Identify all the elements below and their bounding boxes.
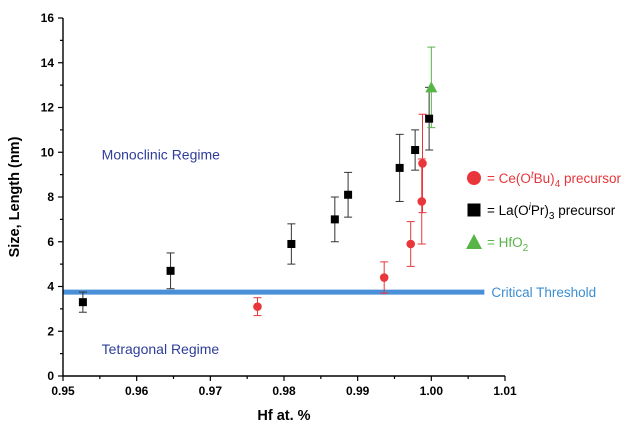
x-tick-label: 0.96	[125, 384, 149, 398]
legend-text-part: i	[529, 202, 532, 213]
y-tick-label: 0	[47, 369, 54, 383]
data-point-la	[166, 266, 175, 275]
legend-label-ce: = Ce(OtBu)4 precursor	[487, 170, 622, 190]
data-point-la	[78, 298, 87, 307]
legend-marker-ce	[467, 171, 481, 185]
data-point-ce	[417, 197, 427, 206]
legend-text-part: precursor	[560, 171, 621, 186]
data-point-la	[344, 190, 353, 199]
legend-text-part: Pr)	[531, 203, 549, 218]
legend-text-part: = Ce(O	[487, 171, 531, 186]
legend-label-hfo2: = HfO2	[487, 235, 529, 254]
legend-text-part: Bu)	[534, 171, 555, 186]
data-point-la	[425, 114, 434, 123]
y-tick-label: 6	[47, 235, 54, 249]
y-tick-label: 16	[41, 11, 55, 25]
x-tick-label: 0.99	[346, 384, 370, 398]
data-point-hfo2	[425, 81, 438, 93]
y-tick-label: 4	[47, 280, 54, 294]
data-point-ce	[379, 273, 389, 282]
data-point-la	[287, 239, 296, 248]
legend-text-part: = HfO	[487, 235, 523, 250]
legend-text-part: 2	[523, 243, 529, 254]
x-tick-label: 1.00	[420, 384, 444, 398]
y-tick-label: 14	[41, 56, 55, 70]
legend-marker-la	[467, 203, 481, 217]
monoclinic-regime-label: Monoclinic Regime	[102, 146, 220, 162]
x-tick-label: 1.01	[493, 384, 517, 398]
x-tick-label: 0.97	[199, 384, 223, 398]
data-point-la	[330, 215, 339, 224]
x-tick-label: 0.98	[272, 384, 296, 398]
legend-text-part: = La(O	[487, 203, 529, 218]
x-tick-label: 0.95	[51, 384, 75, 398]
legend-label-la: = La(OiPr)3 precursor	[487, 202, 616, 222]
tetragonal-regime-label: Tetragonal Regime	[102, 341, 220, 357]
legend-marker-hfo2	[466, 234, 482, 249]
legend-text-part: precursor	[554, 203, 615, 218]
y-tick-label: 10	[41, 145, 55, 159]
data-point-ce	[253, 302, 262, 311]
y-tick-label: 8	[47, 190, 54, 204]
data-point-ce	[418, 159, 427, 168]
x-axis-label: Hf at. %	[257, 408, 310, 424]
data-point-ce	[406, 239, 416, 249]
legend-text-part: 4	[555, 179, 561, 190]
y-tick-label: 2	[47, 324, 54, 338]
legend-text-part: 3	[549, 211, 555, 222]
data-point-la	[411, 146, 420, 155]
data-point-la	[395, 163, 404, 172]
y-axis-label: Size, Length (nm)	[7, 136, 23, 257]
legend-text-part: t	[531, 170, 535, 181]
y-tick-label: 12	[41, 101, 55, 115]
critical-threshold-label: Critical Threshold	[491, 285, 596, 300]
